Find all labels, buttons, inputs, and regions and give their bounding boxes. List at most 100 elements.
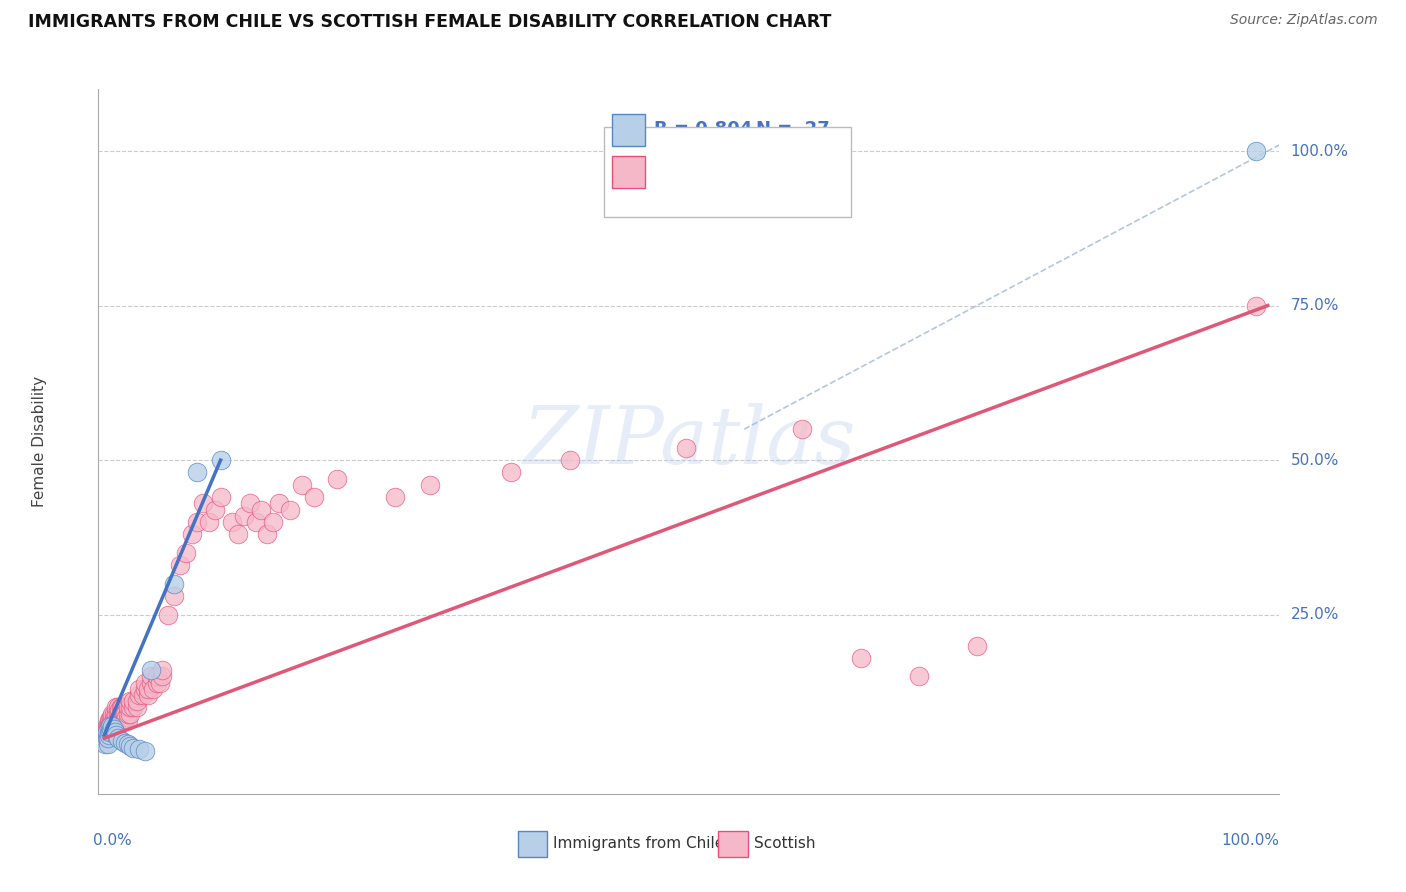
Point <box>326 472 349 486</box>
Point <box>107 713 129 727</box>
Point <box>501 466 523 480</box>
Point <box>221 515 243 529</box>
Point <box>97 738 120 752</box>
Point <box>145 669 167 683</box>
Point <box>139 669 162 683</box>
Text: Scottish: Scottish <box>754 836 815 851</box>
Text: N =  27: N = 27 <box>756 120 830 138</box>
Text: 0.0%: 0.0% <box>93 832 131 847</box>
Point <box>250 502 273 516</box>
Point <box>108 703 131 717</box>
Point <box>138 688 160 702</box>
Point <box>104 706 127 721</box>
Point <box>111 706 134 721</box>
Point <box>104 725 127 739</box>
Point <box>100 722 122 736</box>
Point <box>97 719 120 733</box>
Point <box>111 700 134 714</box>
Text: Source: ZipAtlas.com: Source: ZipAtlas.com <box>1230 13 1378 28</box>
Point <box>302 490 325 504</box>
Point <box>1244 144 1267 158</box>
Text: 100.0%: 100.0% <box>1222 832 1279 847</box>
Point <box>128 742 150 756</box>
Point <box>98 719 121 733</box>
Point <box>139 675 162 690</box>
Point <box>100 715 122 730</box>
Point <box>125 694 148 708</box>
Point <box>97 725 120 739</box>
Point <box>419 478 441 492</box>
Point <box>98 713 121 727</box>
Text: 100.0%: 100.0% <box>1291 144 1348 159</box>
Point <box>97 725 120 739</box>
Point <box>96 731 118 746</box>
Text: R = 0.804: R = 0.804 <box>654 120 752 138</box>
Point <box>138 681 160 696</box>
Point <box>152 663 174 677</box>
Point <box>107 700 129 714</box>
Point <box>232 508 254 523</box>
Point <box>157 607 180 622</box>
Point <box>163 576 186 591</box>
Point <box>291 478 314 492</box>
Point <box>558 453 581 467</box>
Point <box>101 706 124 721</box>
Point <box>108 709 131 723</box>
Point <box>209 453 232 467</box>
Point <box>209 490 232 504</box>
Point <box>104 700 127 714</box>
Point <box>122 700 145 714</box>
Text: IMMIGRANTS FROM CHILE VS SCOTTISH FEMALE DISABILITY CORRELATION CHART: IMMIGRANTS FROM CHILE VS SCOTTISH FEMALE… <box>28 13 831 31</box>
Point <box>163 589 186 603</box>
Point <box>384 490 406 504</box>
Point <box>94 725 117 739</box>
Point <box>101 713 124 727</box>
Point <box>180 527 202 541</box>
Text: R = 0.450: R = 0.450 <box>654 162 752 181</box>
Bar <box>612 114 645 145</box>
Point <box>104 713 127 727</box>
Point <box>122 694 145 708</box>
Point <box>198 515 221 529</box>
Point <box>128 681 150 696</box>
FancyBboxPatch shape <box>605 127 851 218</box>
Point <box>103 713 125 727</box>
Point <box>118 739 141 753</box>
Point <box>107 731 129 746</box>
Point <box>226 527 249 541</box>
Point <box>104 715 127 730</box>
Point <box>849 651 872 665</box>
Point <box>96 725 118 739</box>
Point <box>100 709 122 723</box>
Point <box>111 713 134 727</box>
Point <box>118 694 141 708</box>
Point <box>256 527 278 541</box>
Point <box>191 496 214 510</box>
Text: 75.0%: 75.0% <box>1291 298 1339 313</box>
Point <box>169 558 191 573</box>
Point <box>907 669 929 683</box>
Point <box>101 719 124 733</box>
Point <box>97 731 120 746</box>
Point <box>98 725 121 739</box>
Point <box>97 728 120 742</box>
Point <box>97 725 120 739</box>
Point <box>675 441 697 455</box>
Point <box>98 719 121 733</box>
Point <box>267 496 290 510</box>
Bar <box>517 830 547 857</box>
Point <box>117 700 139 714</box>
Point <box>122 740 145 755</box>
Point <box>103 719 125 733</box>
Point <box>97 731 120 746</box>
Point <box>131 688 153 702</box>
Point <box>103 706 125 721</box>
Point <box>262 515 284 529</box>
Point <box>117 706 139 721</box>
Point <box>114 736 136 750</box>
Point <box>114 706 136 721</box>
Point <box>110 700 132 714</box>
Text: Immigrants from Chile: Immigrants from Chile <box>553 836 724 851</box>
Point <box>112 706 135 721</box>
Point <box>134 681 156 696</box>
